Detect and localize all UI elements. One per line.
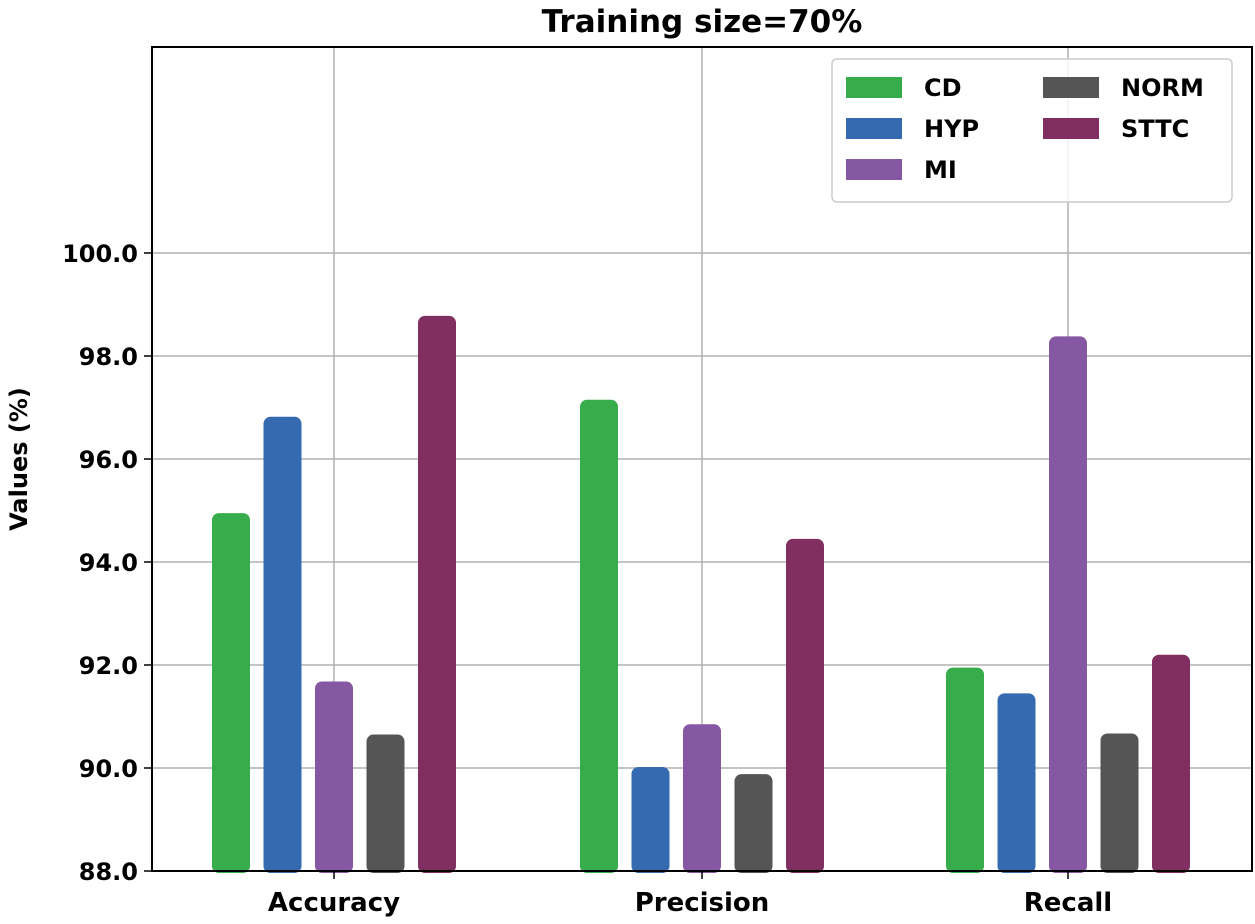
y-tick-label: 88.0 bbox=[79, 858, 138, 886]
bar-hyp-accuracy bbox=[263, 416, 302, 873]
bar-hyp-recall bbox=[997, 693, 1036, 873]
y-tick-label: 96.0 bbox=[79, 446, 138, 474]
bar-norm-recall bbox=[1100, 733, 1139, 873]
bar-cd-accuracy bbox=[212, 513, 250, 873]
x-tick-label: Recall bbox=[1024, 888, 1112, 918]
legend-swatch-sttc bbox=[1043, 118, 1099, 139]
y-tick-label: 90.0 bbox=[79, 755, 138, 783]
bar-norm-precision bbox=[734, 774, 773, 873]
bar-sttc-precision bbox=[786, 538, 824, 873]
y-tick-label: 94.0 bbox=[79, 549, 138, 577]
legend-label-hyp: HYP bbox=[924, 115, 979, 143]
y-tick-label: 92.0 bbox=[79, 652, 138, 680]
legend-label-norm: NORM bbox=[1121, 74, 1204, 102]
bar-sttc-accuracy bbox=[418, 315, 456, 874]
x-tick-label: Precision bbox=[635, 888, 770, 918]
y-tick-label: 98.0 bbox=[79, 343, 138, 371]
y-tick-label: 100.0 bbox=[62, 240, 138, 268]
legend-swatch-mi bbox=[846, 159, 902, 180]
legend-label-cd: CD bbox=[924, 74, 962, 102]
legend-swatch-norm bbox=[1043, 77, 1099, 98]
bar-mi-precision bbox=[683, 724, 721, 873]
legend-swatch-hyp bbox=[846, 118, 902, 139]
bar-mi-accuracy bbox=[315, 681, 353, 873]
bar-norm-accuracy bbox=[366, 734, 405, 873]
x-axis-ticks: Accuracy Precision Recall bbox=[268, 871, 1112, 918]
legend-label-sttc: STTC bbox=[1121, 115, 1189, 143]
bar-sttc-recall bbox=[1152, 654, 1190, 873]
bar-cd-recall bbox=[946, 667, 984, 873]
bar-cd-precision bbox=[580, 399, 618, 873]
y-axis-ticks: 88.0 90.0 92.0 94.0 96.0 98.0 100.0 bbox=[62, 240, 152, 886]
chart-title: Training size=70% bbox=[542, 4, 863, 40]
y-axis-label: Values (%) bbox=[5, 387, 33, 531]
bar-mi-recall bbox=[1049, 336, 1087, 873]
legend-swatch-cd bbox=[846, 77, 902, 98]
legend-label-mi: MI bbox=[924, 156, 957, 184]
bars bbox=[212, 315, 1190, 874]
x-tick-label: Accuracy bbox=[268, 888, 400, 918]
bar-hyp-precision bbox=[631, 766, 670, 873]
legend-box bbox=[831, 58, 1233, 203]
legend: CD HYP MI NORM STTC bbox=[831, 58, 1233, 203]
